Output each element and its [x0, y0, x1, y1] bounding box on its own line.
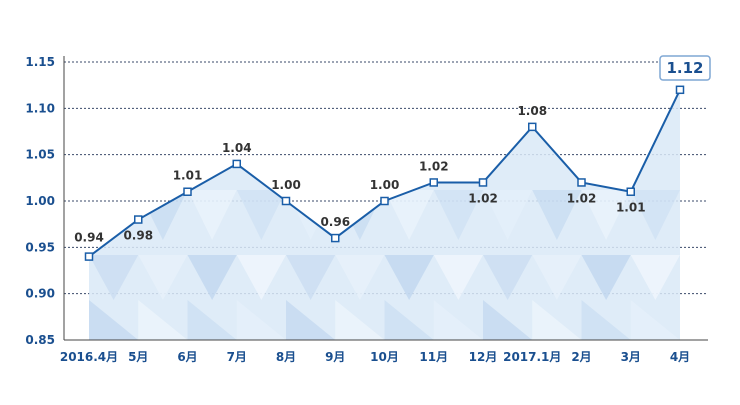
area-facet — [335, 300, 385, 340]
area-facet — [187, 255, 237, 300]
area-facet — [187, 300, 237, 340]
axes: 0.85 0.90 0.95 1.00 1.05 1.10 1.15 2016.4月 5月 6月 7… — [25, 55, 708, 364]
x-tick-label: 3月 — [621, 350, 641, 364]
data-label: 1.04 — [222, 141, 252, 155]
x-tick-label: 2016.4月 — [60, 350, 118, 364]
area-facet — [630, 300, 680, 340]
area-facet — [483, 255, 533, 300]
y-tick-label: 1.15 — [25, 55, 55, 69]
data-label: 1.02 — [468, 191, 498, 205]
x-tick-label: 4月 — [670, 350, 690, 364]
data-point-marker — [183, 187, 192, 196]
data-point-marker — [84, 252, 94, 261]
area-facet — [433, 190, 483, 240]
data-label: 1.00 — [370, 178, 400, 192]
area-facet — [286, 300, 336, 340]
x-tick-label: 7月 — [227, 350, 247, 364]
data-label: 1.02 — [567, 191, 597, 205]
area-facet — [335, 255, 385, 300]
area-facet — [630, 190, 680, 240]
area-facet — [89, 255, 139, 300]
x-tick-label: 8月 — [276, 350, 296, 364]
area-facet — [483, 300, 533, 340]
y-tick-label: 0.90 — [25, 287, 55, 301]
area-facet — [138, 300, 188, 340]
data-point-marker — [134, 215, 143, 224]
area-facet — [89, 300, 139, 340]
data-point-marker — [577, 178, 586, 187]
data-point-marker — [626, 187, 635, 196]
y-tick-label: 1.00 — [25, 194, 55, 208]
x-tick-label: 2017.1月 — [503, 350, 561, 364]
data-label: 1.12 — [666, 59, 703, 77]
data-point-marker — [675, 85, 685, 95]
area-facet — [581, 300, 631, 340]
x-tick-label: 5月 — [128, 350, 148, 364]
data-label: 1.01 — [173, 169, 203, 183]
area-facet — [483, 190, 533, 240]
area-facet — [433, 300, 483, 340]
data-point-marker — [380, 196, 389, 206]
data-label: 0.98 — [123, 229, 153, 243]
area-facet — [138, 255, 188, 300]
data-label: 1.02 — [419, 159, 449, 173]
area-facet — [236, 190, 286, 240]
area-facet — [384, 190, 434, 240]
area-facet — [236, 255, 286, 300]
y-tick-label: 1.10 — [25, 101, 55, 115]
area-facet — [286, 255, 336, 300]
x-tick-label: 12月 — [469, 350, 498, 364]
data-labels: 0.94 0.98 1.01 1.04 1.00 0.96 1.00 1.02 1.02 1.08… — [74, 55, 711, 245]
area-facet — [581, 255, 631, 300]
area-facet — [630, 255, 680, 300]
x-tick-label: 6月 — [177, 350, 197, 364]
area-facet — [581, 190, 631, 240]
data-point-marker — [232, 159, 241, 169]
y-tick-label: 0.95 — [25, 240, 55, 254]
data-label: 0.96 — [320, 215, 350, 229]
data-label: 0.94 — [74, 231, 104, 245]
x-tick-label: 2月 — [571, 350, 591, 364]
data-point-marker — [331, 233, 340, 243]
area-fill-shape — [89, 89, 680, 340]
area-facet — [187, 190, 237, 240]
data-point-marker — [281, 196, 291, 206]
y-tick-label: 0.85 — [25, 333, 55, 347]
data-point-marker — [478, 178, 488, 187]
callout-box — [659, 55, 711, 81]
data-label: 1.01 — [616, 201, 646, 215]
area-facet — [532, 190, 582, 240]
y-tick-label: 1.05 — [25, 148, 55, 162]
data-label: 1.00 — [271, 178, 301, 192]
x-tick-label: 10月 — [370, 350, 399, 364]
area-facet — [532, 255, 582, 300]
area-facet — [236, 300, 286, 340]
area-facet — [384, 300, 434, 340]
area-fill — [89, 89, 680, 340]
data-label: 1.08 — [517, 104, 547, 118]
area-facet — [532, 300, 582, 340]
x-tick-label: 9月 — [325, 350, 345, 364]
area-facet — [433, 255, 483, 300]
data-point-marker — [429, 178, 438, 187]
data-point-marker — [528, 122, 537, 132]
area-facet — [384, 255, 434, 300]
markers — [84, 85, 685, 261]
x-tick-label: 11月 — [419, 350, 448, 364]
